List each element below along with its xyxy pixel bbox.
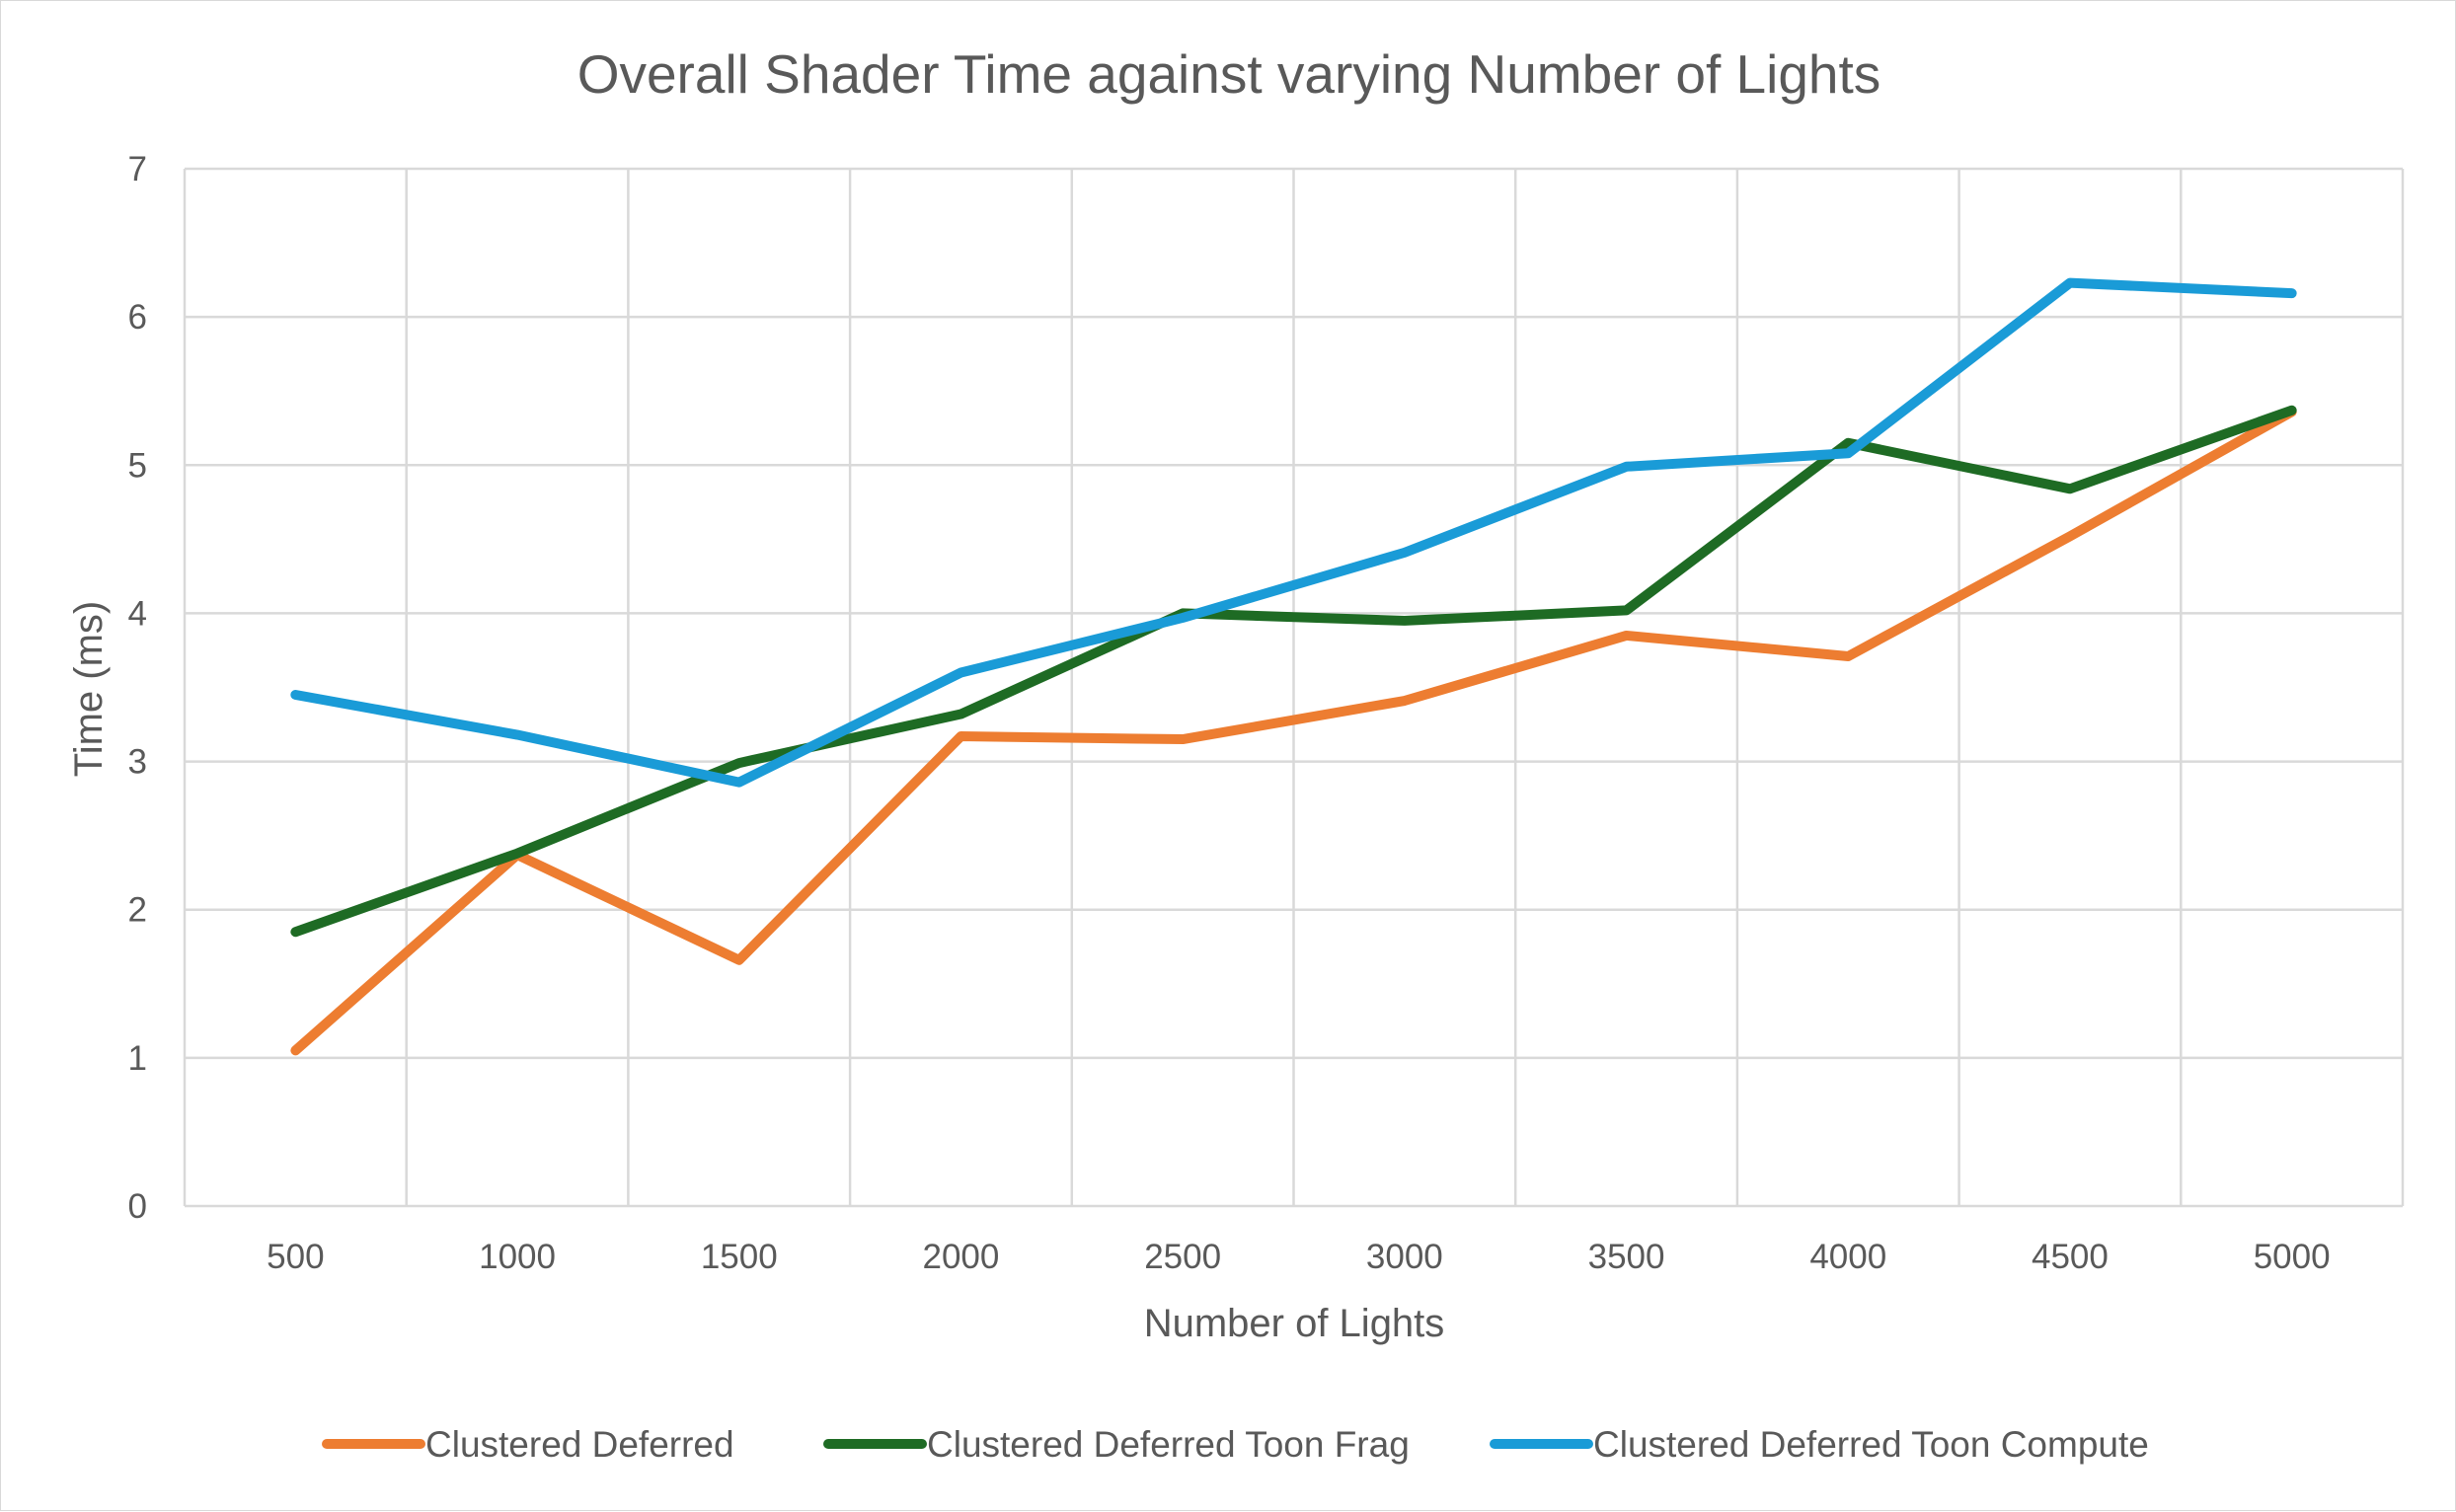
y-tick-label: 2: [128, 891, 147, 930]
x-tick-label: 500: [267, 1238, 324, 1276]
y-tick-label: 0: [128, 1187, 147, 1226]
y-axis-title: Time (ms): [67, 601, 111, 777]
x-tick-label: 2500: [1144, 1238, 1221, 1276]
x-tick-label: 4000: [1809, 1238, 1886, 1276]
y-tick-label: 1: [128, 1039, 147, 1078]
y-tick-label: 5: [128, 446, 147, 485]
series-line-1: [290, 407, 2297, 1056]
legend-label-3: Clustered Deferred Toon Compute: [1593, 1424, 2149, 1465]
x-tick-label: 4500: [2032, 1238, 2109, 1276]
x-tick-label: 1000: [479, 1238, 556, 1276]
y-tick-label: 6: [128, 298, 147, 337]
chart-title: Overall Shader Time against varying Numb…: [577, 43, 1881, 105]
gridlines: [183, 167, 2405, 1208]
x-axis-ticks: 500 1000 1500 2000 2500 3000 3500 4000 4500 5000: [267, 1238, 2330, 1276]
x-axis-title: Number of Lights: [1144, 1302, 1445, 1345]
x-tick-label: 3500: [1588, 1238, 1665, 1276]
series-line-3: [290, 277, 2297, 788]
series-lines: [290, 277, 2297, 1056]
x-tick-label: 1500: [701, 1238, 778, 1276]
x-tick-label: 2000: [923, 1238, 1000, 1276]
series-line-2: [290, 405, 2297, 938]
legend-label-2: Clustered Deferred Toon Frag: [927, 1424, 1410, 1465]
x-tick-label: 5000: [2254, 1238, 2331, 1276]
legend-label-1: Clustered Deferred: [425, 1424, 734, 1465]
y-tick-label: 7: [128, 150, 147, 189]
y-axis-ticks: 0 1 2 3 4 5 6 7: [128, 150, 147, 1226]
legend: Clustered Deferred Clustered Deferred Too…: [322, 1424, 2149, 1465]
y-tick-label: 3: [128, 743, 147, 782]
y-tick-label: 4: [128, 594, 147, 633]
x-tick-label: 3000: [1366, 1238, 1443, 1276]
